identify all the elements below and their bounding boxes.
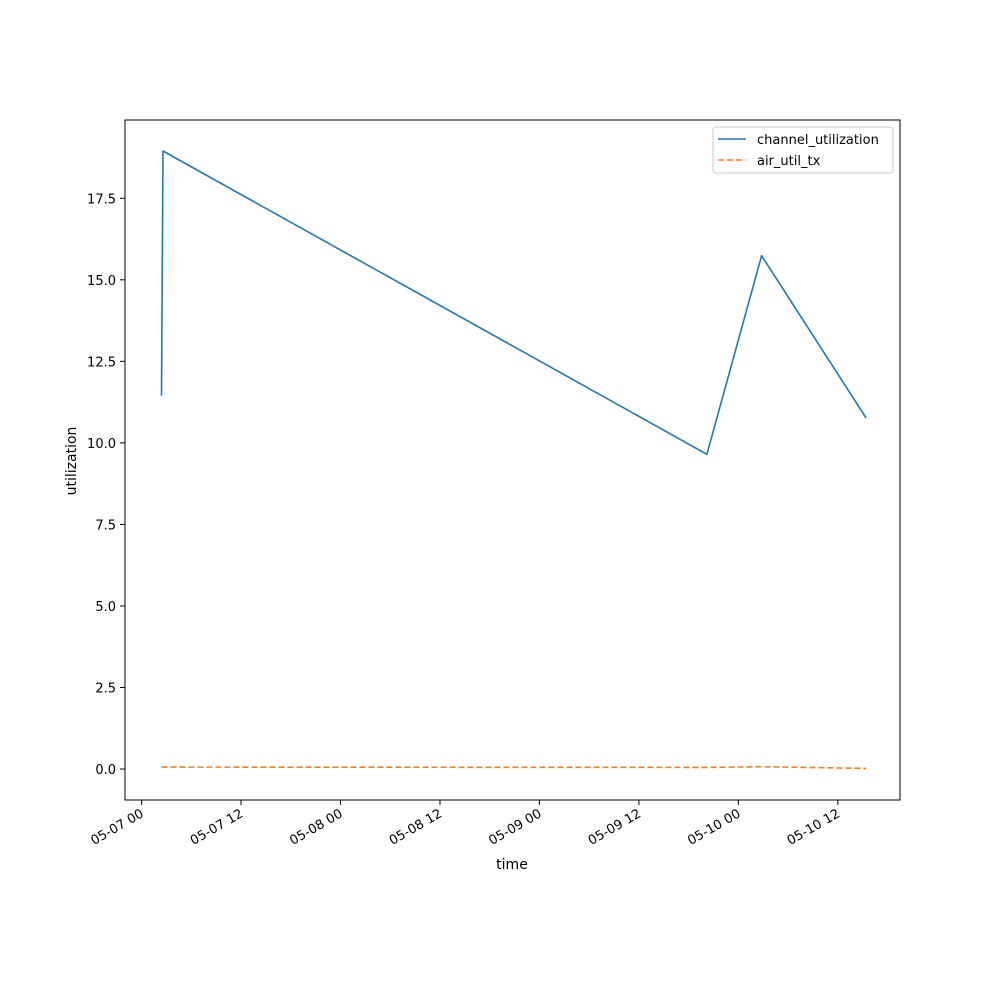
series-line-channel-utilization [160,150,867,456]
y-tick-label: 12.5 [87,355,116,370]
series-line-air-util-tx [161,765,867,770]
legend-box [712,126,894,174]
y-tick-label: 17.5 [87,192,116,207]
y-axis-label: utilization [64,427,80,496]
y-tick-label: 10.0 [87,437,116,452]
plot-area [124,119,901,801]
y-tick-label: 7.5 [95,518,116,533]
y-tick-label: 5.0 [95,600,116,615]
legend: channel_utilization air_util_tx [712,126,894,174]
x-axis-label: time [496,857,528,873]
y-axis-ticks: 0.0 2.5 5.0 7.5 10.0 12.5 15.0 17.5 [87,192,125,778]
legend-label: channel_utilization [757,133,879,148]
y-tick-label: 15.0 [87,274,116,289]
axes-frame [124,119,901,801]
y-tick-label: 2.5 [95,681,116,696]
legend-label: air_util_tx [757,154,821,169]
series-layer [160,150,867,770]
axes-background [125,120,900,800]
y-tick-label: 0.0 [95,763,116,778]
